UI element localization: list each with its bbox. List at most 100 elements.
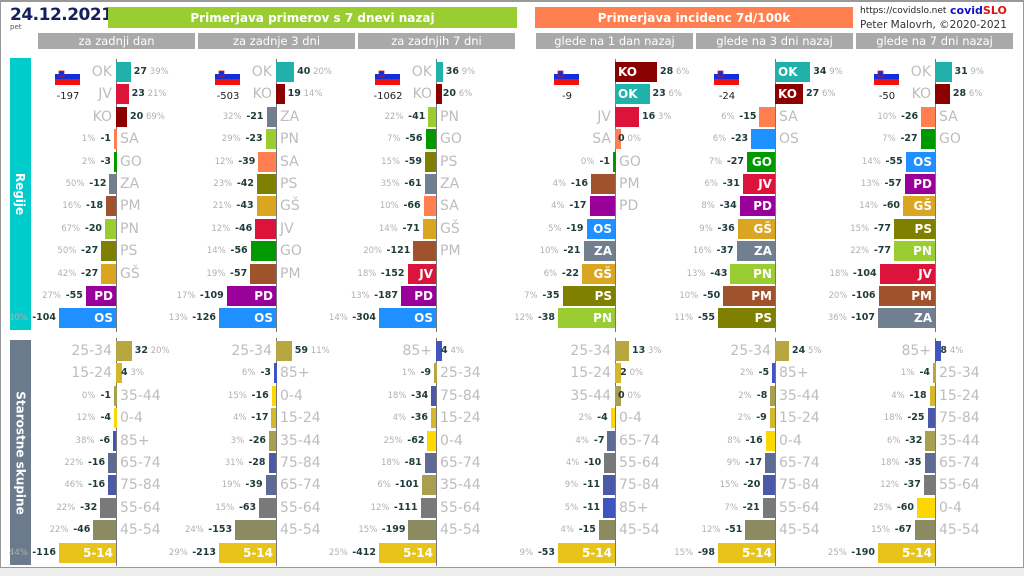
bar-percent: 14% bbox=[378, 223, 398, 234]
bar-value: -31 bbox=[722, 178, 740, 189]
row-label: 75-84 bbox=[280, 455, 321, 471]
bar-65-74 bbox=[765, 453, 775, 473]
date: 24.12.2021 bbox=[10, 5, 113, 25]
bar-label: 5-14 bbox=[242, 545, 273, 560]
bar-value: -22 bbox=[561, 267, 579, 279]
bar-value: -15 bbox=[578, 524, 596, 536]
row-label: OK bbox=[91, 64, 112, 80]
bar-percent: 7% bbox=[524, 291, 538, 301]
bar-percent: 17% bbox=[176, 291, 196, 301]
bar-JV bbox=[615, 106, 639, 127]
bar-value: -111 bbox=[393, 501, 418, 513]
bar-value: -28 bbox=[248, 457, 266, 468]
subtitle-2: za zadnje 3 dni bbox=[198, 33, 355, 49]
bar-percent: 12% bbox=[211, 223, 231, 234]
bar-85+ bbox=[113, 430, 117, 451]
bar-percent: 22% bbox=[64, 458, 84, 468]
bar-label: PN bbox=[593, 311, 612, 326]
bar-value: -35 bbox=[542, 290, 560, 301]
bar-25-34 bbox=[933, 363, 936, 384]
bar-percent: 2% bbox=[737, 413, 752, 424]
bar-label: 5-14 bbox=[402, 545, 433, 560]
bar-value: -63 bbox=[238, 501, 257, 513]
bar-label: PS bbox=[754, 311, 772, 326]
bar-label: PM bbox=[751, 289, 772, 303]
row-label: 45-54 bbox=[619, 522, 660, 539]
bar-percent: 12% bbox=[214, 156, 234, 167]
bar-value: -42 bbox=[236, 178, 254, 189]
bar-GŠ bbox=[256, 196, 276, 217]
bar-percent: 32% bbox=[222, 111, 242, 122]
bar-percent: 3% bbox=[230, 435, 245, 446]
bar-value: -121 bbox=[386, 245, 411, 257]
author-credit: Peter Malovrh, ©2020-2021 bbox=[860, 19, 1007, 31]
row-label: 65-74 bbox=[939, 455, 980, 471]
bar-KO bbox=[116, 106, 127, 127]
row-label: ZA bbox=[120, 176, 140, 192]
bar-percent: 50% bbox=[65, 179, 85, 189]
subtitle-4: glede na 1 dan nazaj bbox=[536, 33, 693, 49]
bar-35-44 bbox=[422, 475, 436, 496]
bar-percent: 0% bbox=[629, 368, 644, 379]
bar-label: ZA bbox=[753, 244, 772, 259]
row-label: OK bbox=[910, 64, 931, 80]
bar-75-84 bbox=[268, 453, 276, 473]
bar-ZA bbox=[424, 174, 436, 194]
bar-value: -152 bbox=[380, 267, 405, 279]
regions-label: Regije bbox=[13, 172, 28, 216]
panel-total: -197 bbox=[56, 91, 80, 102]
bar-percent: 4% bbox=[551, 201, 565, 212]
bar-value: 32 bbox=[134, 345, 148, 356]
row-label: 15-24 bbox=[280, 410, 321, 427]
bar-value: 13 bbox=[631, 345, 646, 356]
row-label: JV bbox=[597, 108, 611, 125]
row-label: OK bbox=[251, 64, 272, 80]
row-label: 0-4 bbox=[779, 432, 802, 449]
bar-value: -15 bbox=[739, 110, 757, 122]
bar-value: -187 bbox=[374, 290, 398, 301]
bar-PD: PD bbox=[85, 286, 116, 306]
bar-percent: 16% bbox=[692, 246, 712, 257]
bar-75-84 bbox=[927, 408, 935, 429]
bar-percent: 22% bbox=[850, 246, 870, 257]
bar-label: ZA bbox=[594, 244, 612, 259]
bar-label: 5-14 bbox=[581, 545, 612, 560]
bar-percent: 5% bbox=[548, 223, 562, 234]
bar-0-4 bbox=[114, 408, 117, 429]
bar-PS: PS bbox=[893, 218, 935, 239]
bar-value: -21 bbox=[246, 110, 264, 122]
subtitle-6: glede na 7 dni nazaj bbox=[856, 33, 1013, 49]
bar-OK: OK bbox=[775, 62, 811, 82]
bar-percent: 6% bbox=[712, 134, 727, 145]
bar-percent: 13% bbox=[860, 179, 880, 189]
bar-label: PS bbox=[914, 221, 932, 236]
row-label: SA bbox=[440, 198, 459, 215]
slovenia-flag-icon bbox=[215, 68, 240, 85]
bar-value: -51 bbox=[725, 524, 743, 536]
bar-KO: KO bbox=[615, 62, 657, 82]
site-url[interactable]: https://covidslo.net bbox=[860, 6, 947, 16]
bar-15-24 bbox=[271, 408, 276, 429]
bar-55-64 bbox=[420, 497, 436, 518]
bar-SA bbox=[615, 129, 621, 150]
bar-value: -20 bbox=[743, 479, 761, 491]
bar-value: -107 bbox=[851, 312, 875, 324]
bar-value: -153 bbox=[208, 524, 233, 536]
bar-value: 27 bbox=[133, 66, 148, 77]
bar-value: -37 bbox=[903, 479, 921, 491]
bar-percent: 27% bbox=[42, 291, 61, 301]
bar-GO bbox=[114, 151, 117, 172]
row-label: GŠ bbox=[440, 220, 460, 237]
bar-label: PN bbox=[753, 266, 772, 281]
row-label: 85+ bbox=[402, 343, 432, 359]
bar-65-74 bbox=[607, 430, 615, 451]
slovenia-flag-icon bbox=[874, 68, 899, 85]
bar-value: -17 bbox=[744, 457, 763, 468]
bar-65-74 bbox=[265, 475, 276, 496]
bar-KO bbox=[276, 84, 285, 105]
bar-45-54 bbox=[745, 520, 775, 541]
cases-comparison-header: Primerjava primerov s 7 dnevi nazaj bbox=[108, 7, 517, 28]
bar-value: 8 bbox=[940, 345, 948, 356]
panel-axis bbox=[935, 338, 936, 566]
bar-value: -23 bbox=[731, 133, 749, 145]
